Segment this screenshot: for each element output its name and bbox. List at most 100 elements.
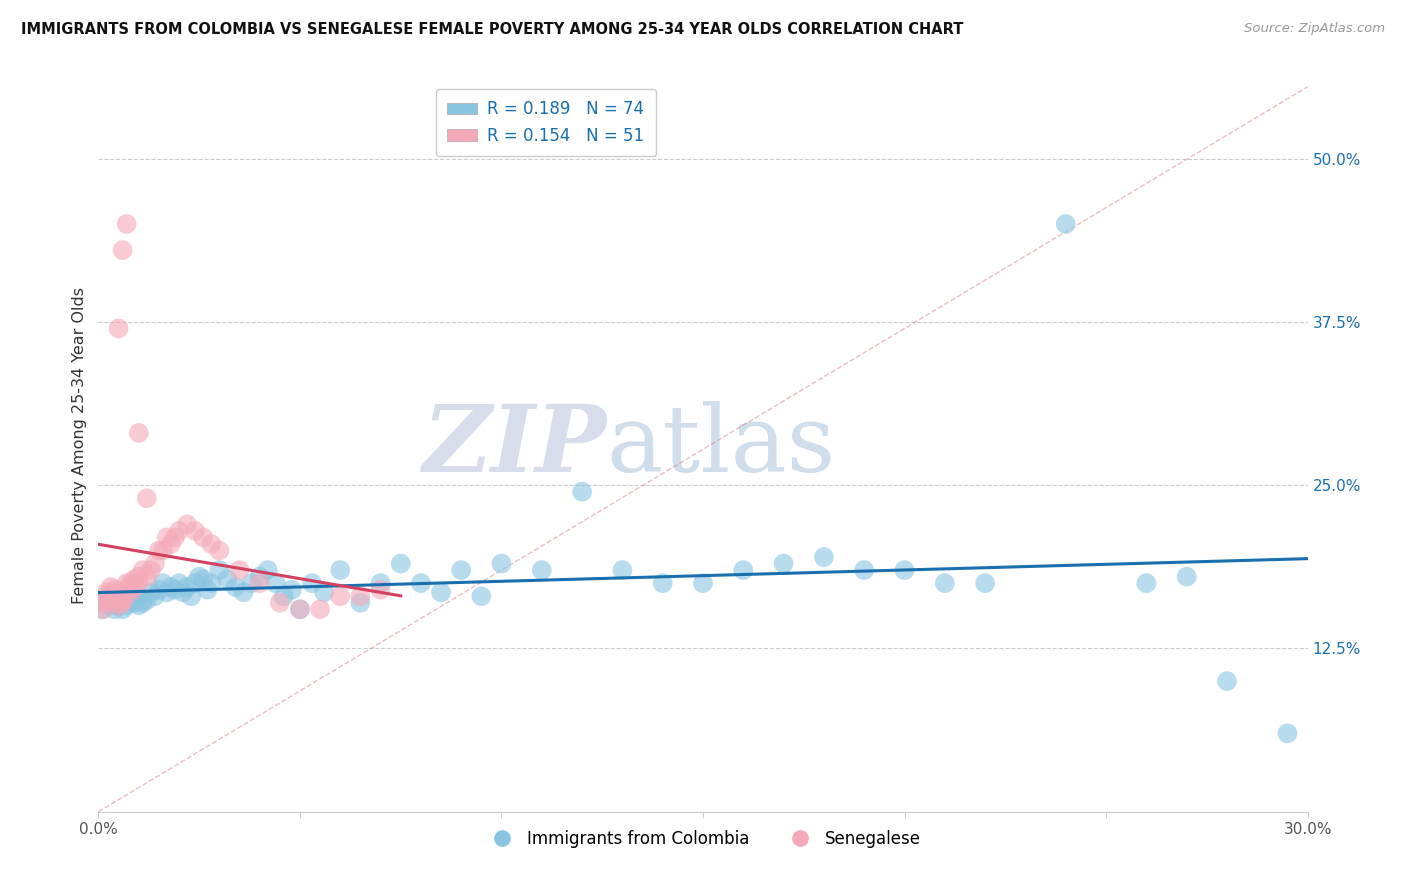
Point — [733, 563, 755, 577]
Point — [200, 576, 222, 591]
Point — [100, 599, 122, 613]
Point — [184, 576, 207, 591]
Point — [143, 557, 166, 571]
Point — [208, 563, 231, 577]
Point — [160, 537, 183, 551]
Point — [107, 599, 129, 613]
Point — [176, 517, 198, 532]
Point — [228, 563, 250, 577]
Point — [132, 596, 155, 610]
Point — [103, 602, 125, 616]
Point — [772, 557, 794, 571]
Point — [124, 572, 146, 586]
Point — [139, 585, 162, 599]
Point — [115, 582, 138, 597]
Text: atlas: atlas — [606, 401, 835, 491]
Point — [160, 580, 183, 594]
Point — [329, 563, 352, 577]
Point — [172, 585, 194, 599]
Point — [301, 576, 323, 591]
Point — [1054, 217, 1077, 231]
Point — [329, 589, 352, 603]
Point — [450, 563, 472, 577]
Point — [91, 596, 114, 610]
Point — [124, 580, 146, 594]
Point — [370, 576, 392, 591]
Point — [430, 585, 453, 599]
Point — [813, 549, 835, 564]
Point — [124, 596, 146, 610]
Point — [152, 576, 174, 591]
Point — [120, 593, 142, 607]
Point — [249, 576, 271, 591]
Point — [111, 243, 134, 257]
Point — [107, 321, 129, 335]
Legend: Immigrants from Colombia, Senegalese: Immigrants from Colombia, Senegalese — [479, 823, 927, 855]
Point — [188, 569, 211, 583]
Point — [156, 530, 179, 544]
Point — [139, 563, 162, 577]
Y-axis label: Female Poverty Among 25-34 Year Olds: Female Poverty Among 25-34 Year Olds — [72, 287, 87, 605]
Point — [195, 582, 218, 597]
Point — [96, 585, 118, 599]
Point — [135, 491, 157, 506]
Point — [120, 585, 142, 599]
Point — [100, 580, 122, 594]
Point — [107, 599, 129, 613]
Point — [128, 425, 150, 440]
Point — [240, 576, 263, 591]
Point — [208, 543, 231, 558]
Point — [1277, 726, 1299, 740]
Point — [103, 596, 125, 610]
Point — [193, 572, 215, 586]
Point — [156, 585, 179, 599]
Point — [148, 543, 170, 558]
Point — [264, 576, 287, 591]
Point — [115, 589, 138, 603]
Point — [152, 543, 174, 558]
Point — [612, 563, 634, 577]
Point — [200, 537, 222, 551]
Point — [100, 589, 122, 603]
Point — [470, 589, 492, 603]
Point — [107, 593, 129, 607]
Point — [217, 572, 239, 586]
Point — [148, 582, 170, 597]
Point — [193, 530, 215, 544]
Point — [1175, 569, 1198, 583]
Point — [974, 576, 997, 591]
Point — [309, 602, 332, 616]
Point — [96, 596, 118, 610]
Point — [281, 582, 304, 597]
Point — [853, 563, 876, 577]
Point — [96, 589, 118, 603]
Point — [103, 596, 125, 610]
Point — [163, 582, 186, 597]
Point — [530, 563, 553, 577]
Point — [167, 524, 190, 538]
Point — [571, 484, 593, 499]
Text: ZIP: ZIP — [422, 401, 606, 491]
Point — [111, 589, 134, 603]
Point — [934, 576, 956, 591]
Point — [224, 580, 246, 594]
Text: Source: ZipAtlas.com: Source: ZipAtlas.com — [1244, 22, 1385, 36]
Point — [91, 602, 114, 616]
Point — [91, 602, 114, 616]
Point — [370, 582, 392, 597]
Point — [491, 557, 513, 571]
Point — [103, 589, 125, 603]
Point — [256, 563, 278, 577]
Point — [128, 589, 150, 603]
Point — [120, 576, 142, 591]
Point — [893, 563, 915, 577]
Point — [128, 576, 150, 591]
Point — [288, 602, 311, 616]
Point — [273, 589, 295, 603]
Point — [349, 589, 371, 603]
Point — [249, 569, 271, 583]
Point — [111, 596, 134, 610]
Point — [143, 589, 166, 603]
Point — [184, 524, 207, 538]
Point — [409, 576, 432, 591]
